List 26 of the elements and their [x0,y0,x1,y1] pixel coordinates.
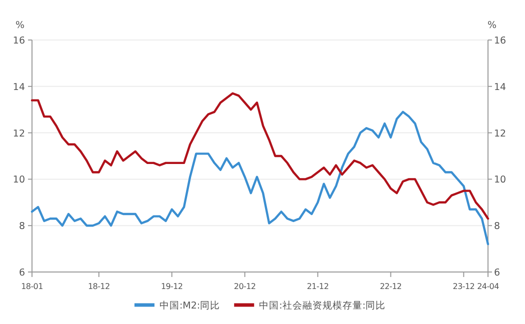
line-series [30,110,490,246]
y-tick-label: 10 [12,174,25,186]
x-tick-label: 19-12 [160,282,183,291]
legend-label: 中国:社会融资规模存量:同比 [259,300,386,312]
y2-tick-label: 16 [494,36,506,46]
y-tick-label: 8 [18,221,25,232]
y-axis-title: % [15,20,25,31]
x-tick-label: 22-12 [380,282,402,291]
x-tick-label: 18-12 [88,282,110,291]
x-tick-label: 20-12 [234,282,256,291]
y-tick-label: 12 [12,128,25,140]
y2-tick-label: 6 [494,268,500,278]
y2-tick-label: 14 [494,82,506,93]
y2-axis-title: % [487,20,497,31]
y-tick-label: 16 [12,36,25,46]
line-series [30,92,490,220]
x-tick-label: 24-04 [477,282,500,291]
x-tick-label: 18-01 [21,282,44,291]
y2-tick-label: 12 [494,128,506,140]
x-tick-label: 23-12 [452,282,475,291]
y-tick-label: 14 [12,82,25,93]
y2-tick-label: 10 [494,174,506,186]
x-tick-label: 21-12 [306,282,329,291]
legend-label: 中国:M2:同比 [159,300,220,312]
y2-tick-label: 8 [494,221,500,232]
y-tick-label: 6 [18,268,25,278]
